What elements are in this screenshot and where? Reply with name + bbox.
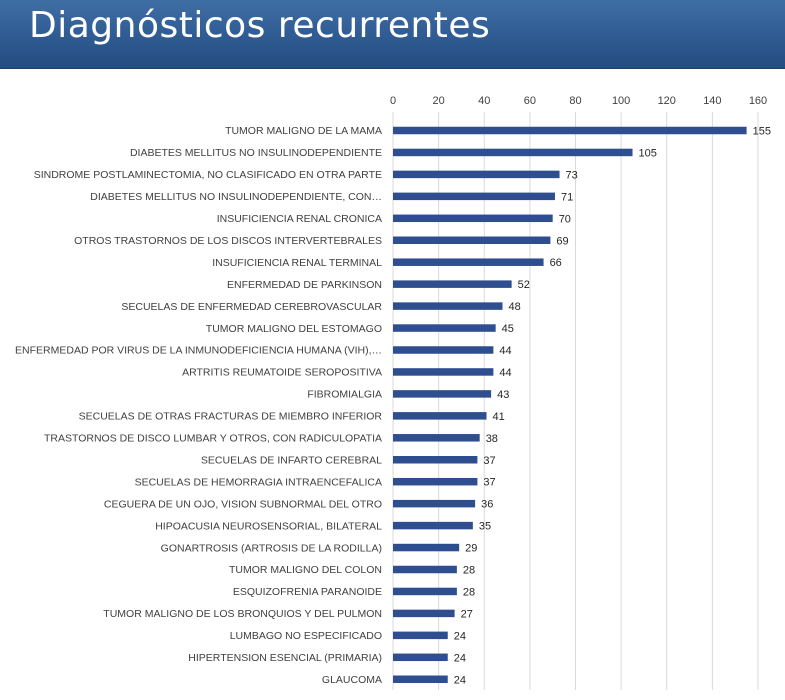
category-label: GLAUCOMA	[322, 674, 382, 686]
data-label: 28	[463, 586, 475, 598]
category-label: ENFERMEDAD DE PARKINSON	[227, 279, 382, 291]
data-label: 35	[479, 521, 491, 533]
bar	[393, 192, 555, 201]
bar	[393, 543, 460, 552]
category-label: INSUFICIENCIA RENAL TERMINAL	[212, 257, 382, 269]
data-label: 44	[499, 345, 511, 357]
x-tick-label: 120	[658, 95, 676, 107]
page-title: Diagnósticos recurrentes	[29, 5, 491, 46]
data-label: 24	[454, 630, 466, 642]
category-label: TRASTORNOS DE DISCO LUMBAR Y OTROS, CON …	[44, 433, 382, 445]
category-label: DIABETES MELLITUS NO INSULINODEPENDIENTE	[130, 147, 382, 159]
bar	[393, 477, 478, 486]
bar	[393, 280, 512, 288]
category-label: TUMOR MALIGNO DEL ESTOMAGO	[206, 323, 382, 335]
data-label: 38	[486, 433, 498, 445]
header-banner: Diagnósticos recurrentes	[0, 0, 785, 69]
bar	[393, 434, 480, 442]
x-tick-label: 40	[478, 95, 490, 107]
bar	[393, 456, 478, 464]
x-tick-label: 100	[612, 95, 630, 107]
bar-chart: 0 20 40 60 80 100 120 140 160 TUMOR MALIGNO DE LA…	[15, 95, 771, 690]
bar	[393, 214, 553, 223]
x-tick-label: 160	[749, 95, 767, 107]
bar	[393, 675, 448, 683]
x-tick-label: 80	[569, 95, 581, 107]
x-tick-label: 60	[524, 95, 536, 107]
category-label: ARTRITIS REUMATOIDE SEROPOSITIVA	[182, 367, 382, 379]
category-label: INSUFICIENCIA RENAL CRONICA	[217, 213, 382, 225]
category-label: GONARTROSIS (ARTROSIS DE LA RODILLA)	[161, 542, 382, 554]
bar	[393, 258, 544, 266]
category-label: HIPOACUSIA NEUROSENSORIAL, BILATERAL	[155, 520, 382, 532]
category-label: SECUELAS DE HEMORRAGIA INTRAENCEFALICA	[135, 476, 382, 488]
category-label: TUMOR MALIGNO DE LOS BRONQUIOS Y DEL PUL…	[103, 608, 382, 620]
bar	[393, 609, 455, 618]
bar	[393, 346, 494, 354]
category-label: TUMOR MALIGNO DE LA MAMA	[225, 125, 382, 137]
bar	[393, 236, 551, 244]
data-label: 70	[559, 213, 571, 225]
bar	[393, 148, 633, 157]
data-label: 24	[454, 674, 466, 686]
data-label: 41	[493, 411, 505, 423]
category-label: ENFERMEDAD POR VIRUS DE LA INMUNODEFICIE…	[15, 345, 382, 357]
bar	[393, 302, 503, 310]
data-label: 52	[518, 279, 530, 291]
data-label: 155	[753, 126, 771, 138]
category-label: LUMBAGO NO ESPECIFICADO	[230, 630, 382, 642]
data-label: 66	[550, 257, 562, 269]
bar	[393, 126, 747, 135]
data-label: 36	[481, 499, 493, 511]
data-label: 71	[561, 191, 573, 203]
data-label: 69	[556, 235, 568, 247]
category-label: DIABETES MELLITUS NO INSULINODEPENDIENTE…	[90, 191, 382, 203]
bar	[393, 368, 494, 376]
bar	[393, 631, 448, 640]
bar	[393, 324, 496, 332]
data-label: 105	[639, 147, 657, 159]
data-label: 37	[483, 477, 495, 489]
category-label: HIPERTENSION ESENCIAL (PRIMARIA)	[188, 652, 382, 664]
chart-area: 0 20 40 60 80 100 120 140 160 TUMOR MALIGNO DE LA…	[0, 68, 785, 695]
bar	[393, 412, 487, 420]
x-tick-label: 20	[433, 95, 445, 107]
category-label: TUMOR MALIGNO DEL COLON	[229, 564, 382, 576]
data-label: 24	[454, 652, 466, 664]
bar	[393, 170, 560, 179]
data-label: 29	[465, 543, 477, 555]
category-label: SECUELAS DE INFARTO CEREBRAL	[201, 454, 382, 466]
bar	[393, 565, 457, 574]
category-label: SECUELAS DE ENFERMEDAD CEREBROVASCULAR	[121, 301, 382, 313]
category-label: OTROS TRASTORNOS DE LOS DISCOS INTERVERT…	[74, 235, 382, 247]
data-label: 45	[502, 323, 514, 335]
x-tick-label: 140	[703, 95, 721, 107]
bar	[393, 499, 476, 508]
data-label: 27	[461, 608, 473, 620]
data-label: 43	[497, 389, 509, 401]
bar	[393, 521, 473, 530]
data-label: 73	[566, 169, 578, 181]
x-tick-label: 0	[390, 95, 396, 107]
data-label: 48	[509, 301, 521, 313]
bar	[393, 390, 492, 398]
category-label: ESQUIZOFRENIA PARANOIDE	[233, 586, 382, 598]
category-label: SINDROME POSTLAMINECTOMIA, NO CLASIFICAD…	[34, 169, 382, 181]
data-label: 37	[483, 455, 495, 467]
data-label: 44	[499, 367, 511, 379]
data-label: 28	[463, 565, 475, 577]
category-label: FIBROMIALGIA	[307, 389, 382, 401]
bar	[393, 587, 457, 596]
category-label: SECUELAS DE OTRAS FRACTURAS DE MIEMBRO I…	[79, 411, 383, 423]
category-label: CEGUERA DE UN OJO, VISION SUBNORMAL DEL …	[104, 498, 382, 510]
bar	[393, 653, 448, 662]
